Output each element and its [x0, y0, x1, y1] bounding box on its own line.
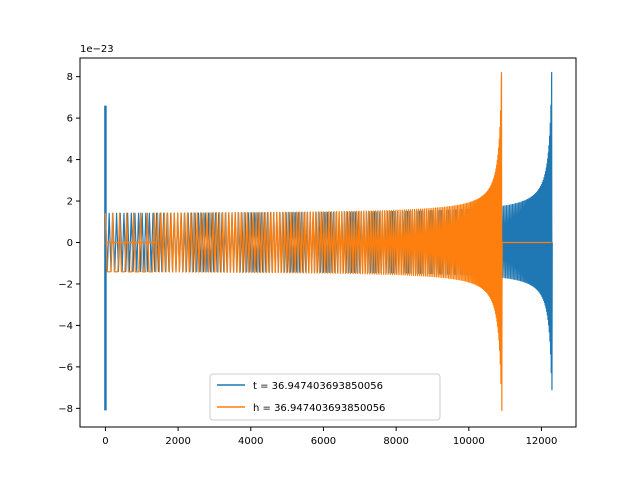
y-tick-label: 8	[67, 72, 73, 83]
x-tick-label: 12000	[526, 436, 558, 447]
x-tick-label: 8000	[383, 436, 408, 447]
y-tick-label: 4	[67, 155, 73, 166]
x-tick-label: 2000	[165, 436, 190, 447]
x-axis: 0 2000 4000 6000 8000 10000 12000	[102, 427, 557, 447]
y-tick-label: 2	[67, 197, 73, 208]
y-tick-label: −4	[58, 321, 73, 332]
plot-area	[104, 71, 553, 412]
legend-box	[209, 373, 441, 421]
legend-label-t: t = 36.947403693850056	[253, 381, 383, 392]
y-tick-label: −8	[58, 404, 73, 415]
y-tick-label: −2	[58, 279, 73, 290]
legend-label-h: h = 36.947403693850056	[253, 403, 385, 414]
x-tick-label: 10000	[453, 436, 485, 447]
y-tick-label: −6	[58, 362, 73, 373]
y-tick-label: 0	[67, 238, 73, 249]
x-tick-label: 6000	[311, 436, 336, 447]
series-line-1	[104, 71, 552, 412]
x-tick-label: 0	[102, 436, 108, 447]
y-tick-label: 6	[67, 114, 73, 125]
x-tick-label: 4000	[238, 436, 263, 447]
y-axis: −8 −6 −4 −2 0 2 4 6 8	[58, 72, 80, 415]
legend: t = 36.947403693850056 h = 36.9474036938…	[209, 373, 441, 421]
y-offset-label: 1e−23	[80, 44, 114, 55]
